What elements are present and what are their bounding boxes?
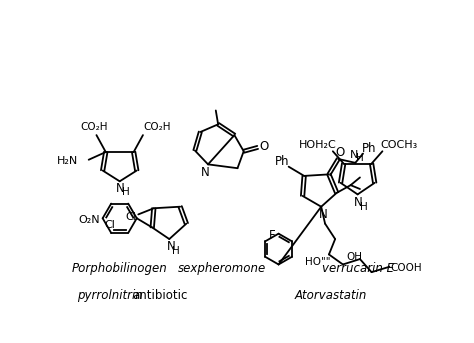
Text: N: N [349,150,358,160]
Text: N: N [201,166,210,179]
Text: Cl: Cl [125,212,136,222]
Text: antibiotic: antibiotic [132,289,188,302]
Text: H: H [122,187,130,197]
Text: OH: OH [346,252,362,262]
Text: Porphobilinogen: Porphobilinogen [72,262,168,275]
Text: Cl: Cl [104,220,115,230]
Text: H: H [356,153,364,163]
Text: COOH: COOH [391,263,422,273]
Text: N: N [116,182,125,195]
Text: N: N [354,196,363,209]
Text: H: H [360,202,368,212]
Text: Ph: Ph [275,155,290,168]
Text: Atorvastatin: Atorvastatin [294,289,367,302]
Text: O: O [335,145,345,158]
Text: F: F [269,229,276,242]
Text: O: O [259,140,268,153]
Text: H₂N: H₂N [56,156,78,166]
Text: COCH₃: COCH₃ [381,140,418,150]
Text: CO₂H: CO₂H [81,122,108,132]
Text: pyrrolnitrin: pyrrolnitrin [77,289,143,302]
Text: H: H [173,246,180,256]
Text: N: N [319,208,327,221]
Text: N: N [166,240,175,253]
Text: HOH₂C: HOH₂C [299,140,336,150]
Text: sexpheromone: sexpheromone [178,262,266,275]
Text: verrucarin E: verrucarin E [322,262,393,275]
Text: CO₂H: CO₂H [143,122,171,132]
Text: Ph: Ph [362,142,376,155]
Text: O₂N: O₂N [78,215,100,225]
Text: HO"": HO"" [305,257,331,267]
